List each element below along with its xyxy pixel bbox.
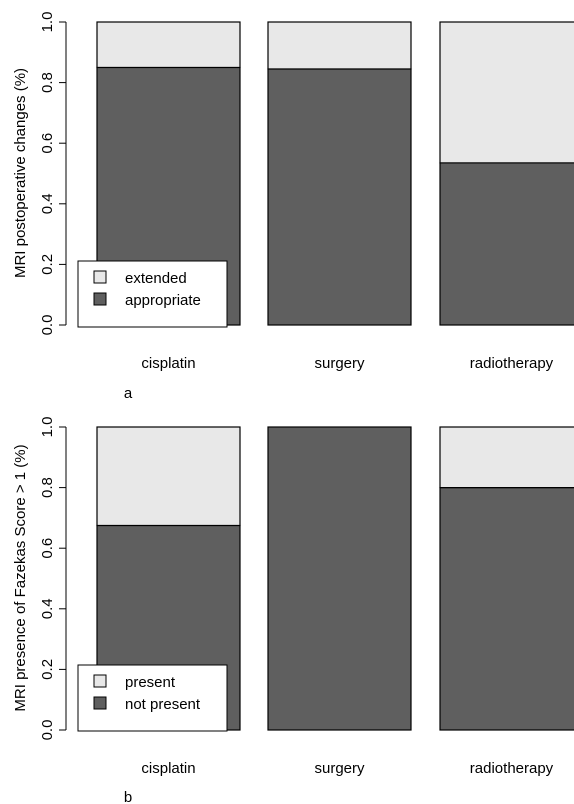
panel-a: 0.0 0.2 0.4 0.6 0.8 1.0 MRI postoperative chan…: [12, 12, 574, 402]
bar-not-present-surgery: [267, 426, 412, 731]
y-tick-label: 0.0: [39, 720, 56, 741]
category-label: surgery: [314, 760, 365, 777]
y-tick-label: 1.0: [39, 12, 56, 33]
y-tick-label: 0.0: [39, 315, 56, 336]
legend-label: present: [125, 674, 176, 691]
legend: extended appropriate: [77, 260, 228, 328]
legend-swatch: [93, 270, 107, 284]
category-label: surgery: [314, 355, 365, 372]
y-tick-label: 1.0: [39, 417, 56, 438]
legend-swatch: [93, 292, 107, 306]
panel-label: a: [124, 385, 133, 402]
y-tick-label: 0.2: [39, 254, 56, 275]
y-tick-label: 0.4: [39, 598, 56, 619]
bar-appropriate-surgery: [267, 68, 412, 326]
legend: present not present: [77, 664, 228, 732]
panel-b: 0.0 0.2 0.4 0.6 0.8 1.0 MRI presence of Fazeka…: [12, 417, 574, 804]
legend-label: appropriate: [125, 292, 201, 309]
y-tick-label: 0.8: [39, 72, 56, 93]
bar-extended-cisplatin: [96, 21, 241, 69]
y-tick-label: 0.6: [39, 538, 56, 559]
y-axis-title: MRI postoperative changes (%): [12, 68, 29, 278]
y-tick-label: 0.6: [39, 133, 56, 154]
legend-swatch: [93, 674, 107, 688]
category-label: cisplatin: [141, 355, 195, 372]
y-tick-label: 0.2: [39, 659, 56, 680]
y-tick-label: 0.4: [39, 193, 56, 214]
panel-label: b: [124, 789, 132, 804]
legend-label: extended: [125, 270, 187, 287]
legend-label: not present: [125, 696, 201, 713]
category-label: radiotherapy: [470, 760, 554, 777]
bar-appropriate-radiotherapy: [439, 162, 574, 326]
bar-not-present-radiotherapy: [439, 487, 574, 731]
category-label: cisplatin: [141, 760, 195, 777]
bar-extended-radiotherapy: [439, 21, 574, 164]
category-label: radiotherapy: [470, 355, 554, 372]
bar-present-radiotherapy: [439, 426, 574, 489]
y-tick-label: 0.8: [39, 477, 56, 498]
bar-extended-surgery: [267, 21, 412, 70]
y-axis-title: MRI presence of Fazekas Score > 1 (%): [12, 444, 29, 711]
bar-present-cisplatin: [96, 426, 241, 527]
legend-swatch: [93, 696, 107, 710]
